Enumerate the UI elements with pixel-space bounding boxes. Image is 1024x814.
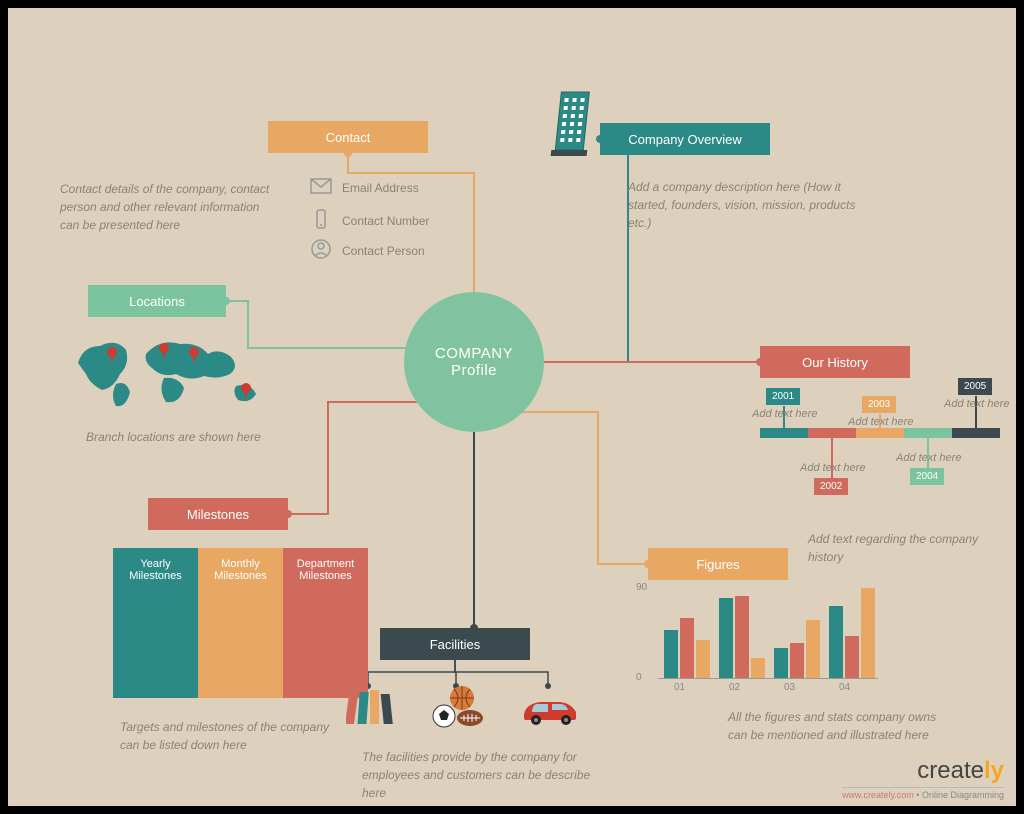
chart-axis bbox=[658, 678, 878, 679]
caption-history: Add text regarding the company history bbox=[808, 530, 1008, 566]
chart-y-label: 0 bbox=[636, 672, 642, 683]
chart-x-label: 04 bbox=[839, 682, 850, 693]
timeline-segment bbox=[904, 428, 952, 438]
timeline-segment bbox=[952, 428, 1000, 438]
timeline-hint: Add text here bbox=[848, 416, 913, 428]
envelope-icon bbox=[310, 178, 332, 197]
phone-icon bbox=[310, 208, 332, 233]
chart-x-label: 03 bbox=[784, 682, 795, 693]
brand-text-plain: create bbox=[917, 757, 984, 784]
timeline-segment bbox=[808, 428, 856, 438]
milestone-column: DepartmentMilestones bbox=[283, 548, 368, 698]
node-contact: Contact bbox=[268, 121, 428, 153]
caption-contact: Contact details of the company, contact … bbox=[60, 180, 270, 234]
caption-figures: All the figures and stats company owns c… bbox=[728, 708, 938, 744]
contact-item-envelope: Email Address bbox=[310, 178, 419, 197]
diagram-canvas: COMPANY Profile Contact Company Overview L… bbox=[8, 8, 1016, 806]
footer-subtitle: www.creately.com • Online Diagramming bbox=[842, 787, 1004, 800]
center-node: COMPANY Profile bbox=[404, 292, 544, 432]
node-locations: Locations bbox=[88, 285, 226, 317]
node-history: Our History bbox=[760, 346, 910, 378]
timeline-year: 2003 bbox=[862, 396, 896, 413]
chart-x-label: 02 bbox=[729, 682, 740, 693]
chart-bar bbox=[790, 643, 804, 678]
node-facilities: Facilities bbox=[380, 628, 530, 660]
node-milestones: Milestones bbox=[148, 498, 288, 530]
timeline-hint: Add text here bbox=[800, 462, 865, 474]
chart-bar bbox=[735, 596, 749, 678]
center-title-2: Profile bbox=[451, 362, 497, 379]
timeline-year: 2001 bbox=[766, 388, 800, 405]
timeline-hint: Add text here bbox=[896, 452, 961, 464]
chart-bar bbox=[861, 588, 875, 678]
caption-overview: Add a company description here (How it s… bbox=[628, 178, 858, 232]
caption-milestones: Targets and milestones of the company ca… bbox=[120, 718, 330, 754]
chart-bar bbox=[845, 636, 859, 678]
caption-locations: Branch locations are shown here bbox=[86, 428, 306, 446]
contact-item-phone: Contact Number bbox=[310, 208, 429, 233]
contact-label: Contact Person bbox=[342, 244, 425, 258]
center-title-1: COMPANY bbox=[435, 345, 513, 362]
chart-bar bbox=[806, 620, 820, 678]
timeline-segment bbox=[856, 428, 904, 438]
person-icon bbox=[310, 238, 332, 263]
chart-y-label: 90 bbox=[636, 582, 647, 593]
chart-bar bbox=[751, 658, 765, 678]
node-overview: Company Overview bbox=[600, 123, 770, 155]
chart-bar bbox=[680, 618, 694, 678]
caption-facilities: The facilities provide by the company fo… bbox=[362, 748, 592, 802]
chart-bar bbox=[829, 606, 843, 678]
brand-logo: creately bbox=[842, 757, 1004, 785]
chart-x-label: 01 bbox=[674, 682, 685, 693]
node-figures: Figures bbox=[648, 548, 788, 580]
chart-bar bbox=[696, 640, 710, 678]
brand-text-accent: ly bbox=[984, 757, 1004, 784]
timeline-year: 2005 bbox=[958, 378, 992, 395]
books-icon bbox=[346, 688, 396, 733]
sports-icon bbox=[428, 684, 488, 735]
chart-bar bbox=[719, 598, 733, 678]
contact-label: Contact Number bbox=[342, 214, 429, 228]
timeline-segment bbox=[760, 428, 808, 438]
chart-bar bbox=[774, 648, 788, 678]
footer-attribution: creately www.creately.com • Online Diagr… bbox=[842, 757, 1004, 800]
milestone-column: MonthlyMilestones bbox=[198, 548, 283, 698]
world-map-icon bbox=[68, 328, 268, 423]
milestone-column: YearlyMilestones bbox=[113, 548, 198, 698]
chart-bar bbox=[664, 630, 678, 678]
car-icon bbox=[518, 694, 582, 733]
building-icon bbox=[548, 86, 600, 165]
timeline-hint: Add text here bbox=[944, 398, 1009, 410]
contact-item-person: Contact Person bbox=[310, 238, 425, 263]
timeline-year: 2004 bbox=[910, 468, 944, 485]
timeline-year: 2002 bbox=[814, 478, 848, 495]
contact-label: Email Address bbox=[342, 181, 419, 195]
footer-url: www.creately.com bbox=[842, 790, 914, 800]
footer-tagline: Online Diagramming bbox=[922, 790, 1004, 800]
timeline-hint: Add text here bbox=[752, 408, 817, 420]
